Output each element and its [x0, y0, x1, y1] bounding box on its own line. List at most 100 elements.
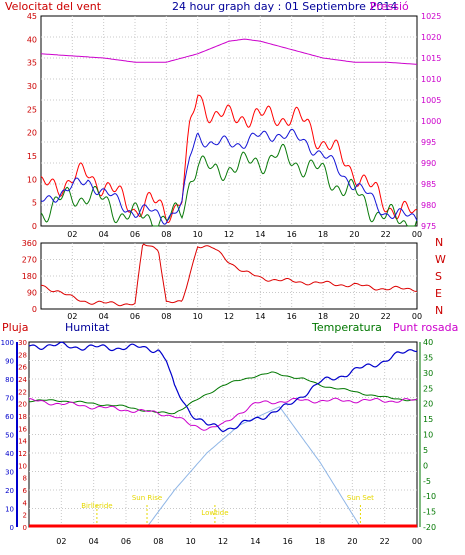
wind-x-tick-label: 14 [255, 230, 265, 239]
wind-y-tick-label: 40 [27, 35, 37, 44]
temperature-series [28, 371, 418, 415]
wind-y-tick-label: 30 [27, 82, 37, 91]
direction-y-tick-label: 180 [22, 272, 37, 281]
humidity-y-tick-label: 70 [5, 395, 14, 403]
rain-y-tick-label: 14 [18, 438, 27, 446]
humidity-y-tick-label: 50 [5, 432, 14, 440]
humidity-x-tick-label: 02 [56, 537, 66, 546]
humidity-x-tick-label: 06 [121, 537, 131, 546]
rain-y-tick-label: 18 [18, 413, 27, 421]
wind-x-tick-label: 00 [412, 230, 422, 239]
humidity-x-tick-label: 04 [89, 537, 99, 546]
humidity-x-tick-label: 22 [380, 537, 390, 546]
temperature-y-tick-label: -20 [423, 523, 436, 532]
direction-compass-label: N [435, 304, 443, 317]
pressure-y-tick-label: 985 [421, 180, 436, 189]
rain-y-tick-label: 16 [18, 425, 27, 433]
rain-y-tick-label: 28 [18, 351, 27, 359]
direction-x-tick-label: 04 [99, 312, 109, 321]
direction-x-tick-label: 12 [224, 312, 234, 321]
dew-title: Punt rosada [393, 321, 458, 334]
wind-x-tick-label: 02 [67, 230, 77, 239]
temperature-y-tick-label: -15 [423, 508, 436, 517]
wind-y-tick-label: 5 [32, 199, 37, 208]
temperature-y-tick-label: 20 [423, 400, 433, 409]
temperature-y-tick-label: 25 [423, 384, 433, 393]
humidity-x-tick-label: 10 [186, 537, 196, 546]
humidity-y-tick-label: 0 [10, 524, 14, 532]
rain-y-tick-label: 4 [23, 499, 28, 507]
rain-y-tick-label: 26 [18, 364, 27, 372]
rain-y-tick-label: 8 [23, 475, 27, 483]
pressure-y-tick-label: 1005 [421, 96, 441, 105]
rain-y-tick-label: 20 [18, 401, 27, 409]
direction-x-tick-label: 20 [349, 312, 359, 321]
wind-y-tick-label: 25 [27, 105, 37, 114]
wind-y-tick-label: 20 [27, 129, 37, 138]
direction-x-tick-label: 10 [193, 312, 203, 321]
wind-x-tick-label: 04 [99, 230, 109, 239]
wind-x-tick-label: 16 [287, 230, 297, 239]
direction-y-tick-label: 0 [32, 305, 37, 314]
humidity-x-tick-label: 20 [347, 537, 357, 546]
humidity-y-tick-label: 20 [5, 487, 14, 495]
dew-series [29, 397, 418, 431]
direction-x-tick-label: 18 [318, 312, 328, 321]
wind-y-tick-label: 15 [27, 152, 37, 161]
direction-compass-label: S [435, 270, 442, 283]
pressure-y-tick-label: 990 [421, 159, 436, 168]
rain-y-tick-label: 0 [23, 524, 27, 532]
wind-x-tick-label: 22 [381, 230, 391, 239]
direction-x-tick-label: 22 [381, 312, 391, 321]
pressure-y-tick-label: 1025 [421, 12, 441, 21]
wind-y-tick-label: 45 [27, 12, 37, 21]
annotation-label: Sun Rise [132, 494, 162, 502]
direction-compass-label: E [435, 287, 442, 300]
direction-x-tick-label: 00 [412, 312, 422, 321]
pressure-y-tick-label: 1000 [421, 117, 441, 126]
temperature-y-tick-label: 40 [423, 338, 433, 347]
wind-series-pressure [40, 38, 418, 65]
humidity-y-tick-label: 90 [5, 358, 14, 366]
wind-x-tick-label: 20 [349, 230, 359, 239]
humidity-y-tick-label: 30 [5, 469, 14, 477]
pressure-title: Pressió [370, 0, 409, 13]
pressure-y-tick-label: 1010 [421, 75, 441, 84]
temperature-y-tick-label: 30 [423, 369, 433, 378]
humidity-y-tick-label: 10 [5, 506, 14, 514]
pressure-y-tick-label: 995 [421, 138, 436, 147]
wind-title: Velocitat del vent [5, 0, 102, 13]
direction-x-tick-label: 16 [287, 312, 297, 321]
direction-y-tick-label: 270 [22, 256, 37, 265]
temperature-y-tick-label: -10 [423, 492, 436, 501]
rain-title: Pluja [2, 321, 28, 334]
rain-y-tick-label: 2 [23, 512, 27, 520]
temperature-y-tick-label: 0 [423, 461, 428, 470]
rain-y-tick-label: 22 [18, 388, 27, 396]
humidity-x-tick-label: 08 [153, 537, 163, 546]
temperature-y-tick-label: 15 [423, 415, 433, 424]
rain-y-tick-label: 6 [23, 487, 28, 495]
wind-y-tick-label: 10 [27, 175, 37, 184]
wind-y-tick-label: 35 [27, 59, 37, 68]
rain-y-tick-label: 30 [18, 339, 27, 347]
humidity-x-tick-label: 14 [250, 537, 260, 546]
humidity-title: Humitat [65, 321, 110, 334]
temperature-title: Temperatura [311, 321, 382, 334]
direction-y-tick-label: 90 [27, 289, 37, 298]
wind-x-tick-label: 08 [161, 230, 171, 239]
annotation-label: Sun Set [347, 494, 374, 502]
humidity-series [28, 341, 418, 433]
pressure-y-tick-label: 1020 [421, 33, 441, 42]
wind-x-tick-label: 10 [193, 230, 203, 239]
date-title: 24 hour graph day : 01 Septiembre 2014 [172, 0, 397, 13]
wind-y-tick-label: 0 [32, 222, 37, 231]
direction-y-tick-label: 360 [22, 239, 37, 248]
humidity-y-tick-label: 100 [1, 339, 14, 347]
temperature-y-tick-label: 10 [423, 431, 433, 440]
pressure-y-tick-label: 1015 [421, 54, 441, 63]
humidity-y-tick-label: 60 [5, 413, 14, 421]
wind-x-tick-label: 06 [130, 230, 140, 239]
humidity-x-tick-label: 00 [412, 537, 422, 546]
